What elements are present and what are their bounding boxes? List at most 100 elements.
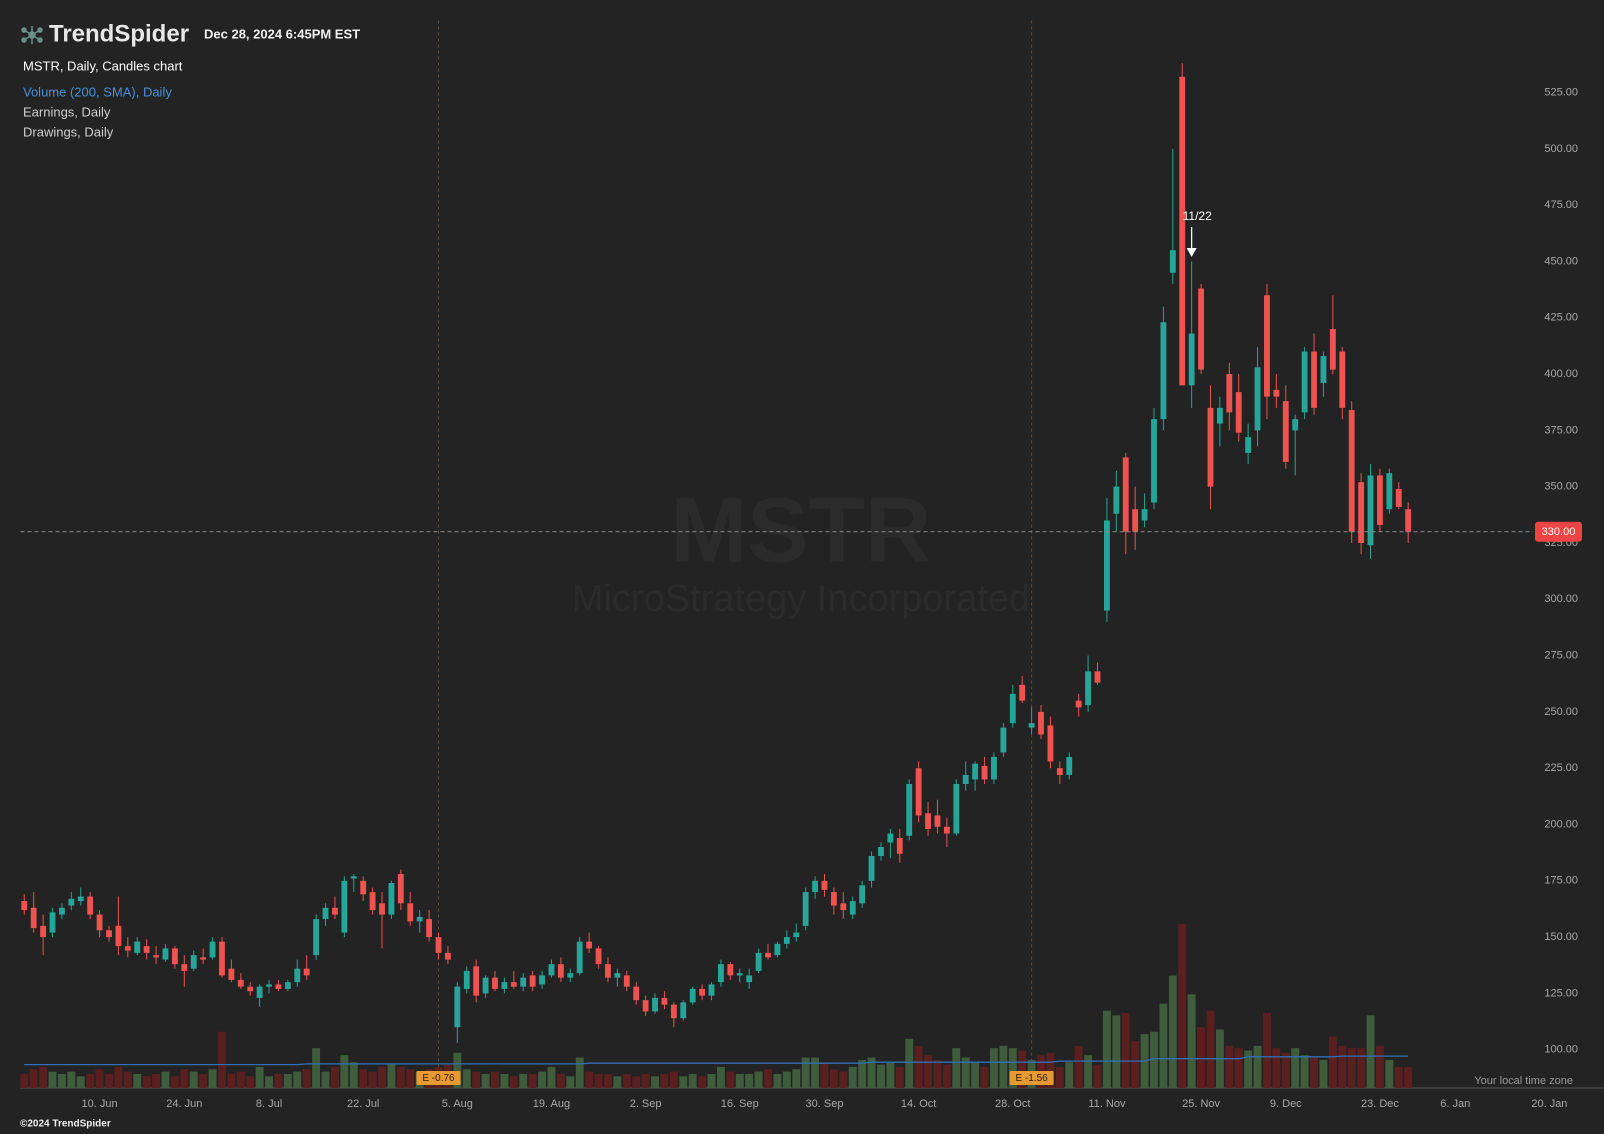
volume-bar bbox=[556, 1073, 565, 1088]
candle-body bbox=[1235, 392, 1242, 433]
volume-bar bbox=[886, 1062, 895, 1088]
candle-body bbox=[1311, 351, 1317, 408]
annotation-label: 11/22 bbox=[1183, 209, 1212, 223]
volume-bar bbox=[764, 1069, 772, 1088]
candle-body bbox=[294, 968, 301, 983]
candle-body bbox=[821, 880, 828, 890]
candle-body bbox=[915, 768, 922, 816]
candle-body bbox=[633, 986, 640, 1001]
y-tick-label: 400.00 bbox=[1544, 368, 1578, 380]
volume-bar bbox=[914, 1045, 923, 1088]
volume-bar bbox=[1291, 1048, 1300, 1088]
volume-bar bbox=[293, 1071, 302, 1088]
candle-body bbox=[793, 932, 800, 938]
candle-body bbox=[397, 874, 404, 904]
copyright: ©2024 TrendSpider bbox=[20, 1119, 111, 1130]
candle-body bbox=[727, 964, 734, 976]
y-tick-label: 175.00 bbox=[1544, 875, 1578, 887]
candle-body bbox=[1038, 711, 1044, 735]
candle-body bbox=[124, 946, 131, 951]
volume-bar bbox=[604, 1073, 612, 1088]
y-tick-label: 425.00 bbox=[1544, 312, 1578, 324]
candle-body bbox=[746, 975, 753, 983]
volume-bar bbox=[349, 1062, 358, 1088]
legend-item[interactable]: Drawings, Daily bbox=[23, 124, 114, 139]
x-tick-label: 24. Jun bbox=[166, 1098, 202, 1110]
candle-body bbox=[1122, 457, 1129, 532]
candle-body bbox=[482, 977, 489, 994]
volume-bar bbox=[1112, 1015, 1121, 1088]
volume-bar bbox=[152, 1073, 161, 1088]
candle-body bbox=[830, 892, 837, 906]
volume-bar bbox=[669, 1071, 678, 1088]
volume-bar bbox=[255, 1066, 264, 1088]
candle-body bbox=[77, 896, 84, 902]
candle-body bbox=[1216, 407, 1223, 424]
volume-bar bbox=[782, 1071, 791, 1088]
candle-body bbox=[407, 903, 414, 922]
volume-bar bbox=[378, 1066, 386, 1088]
x-tick-label: 20. Jan bbox=[1531, 1098, 1567, 1110]
x-tick-label: 14. Oct bbox=[901, 1098, 936, 1110]
candle-body bbox=[1264, 295, 1270, 397]
volume-bar bbox=[1244, 1050, 1253, 1088]
candle-body bbox=[840, 903, 847, 911]
volume-bar bbox=[180, 1069, 189, 1088]
volume-bar bbox=[632, 1076, 641, 1088]
volume-bar bbox=[895, 1066, 904, 1088]
candle-body bbox=[106, 930, 112, 938]
candle-body bbox=[463, 970, 470, 989]
candle-body bbox=[605, 964, 611, 978]
candle-body bbox=[266, 984, 272, 987]
candle-body bbox=[981, 765, 988, 780]
candle-body bbox=[501, 982, 508, 989]
candle-body bbox=[162, 948, 169, 960]
candle-body bbox=[812, 880, 818, 893]
candle-body bbox=[586, 941, 593, 949]
volume-bar bbox=[547, 1066, 556, 1088]
volume-bar bbox=[1300, 1055, 1309, 1088]
candle-body bbox=[1386, 473, 1393, 510]
candle-body bbox=[859, 885, 866, 904]
volume-bar bbox=[1347, 1048, 1356, 1088]
candle-body bbox=[200, 957, 207, 960]
candle-body bbox=[96, 914, 103, 931]
y-tick-label: 250.00 bbox=[1544, 706, 1578, 718]
volume-bar bbox=[1319, 1059, 1328, 1088]
legend-item[interactable]: Earnings, Daily bbox=[23, 104, 111, 119]
legend-item[interactable]: Volume (200, SMA), Daily bbox=[23, 84, 172, 99]
candle-body bbox=[350, 876, 357, 879]
last-price-label: 330.00 bbox=[1542, 526, 1576, 538]
volume-bar bbox=[989, 1048, 998, 1088]
volume-bar bbox=[1385, 1059, 1394, 1088]
candle-body bbox=[510, 982, 517, 987]
volume-bar bbox=[1234, 1048, 1243, 1088]
candle-body bbox=[1141, 509, 1148, 521]
volume-bar bbox=[312, 1048, 321, 1088]
last-price-badge bbox=[1535, 521, 1582, 542]
volume-bar bbox=[48, 1071, 57, 1088]
annotation-arrow-head bbox=[1186, 247, 1197, 257]
volume-bar bbox=[1093, 1064, 1102, 1088]
volume-bar bbox=[1046, 1052, 1055, 1088]
volume-bar bbox=[952, 1048, 961, 1088]
candle-body bbox=[115, 925, 122, 947]
candles bbox=[21, 63, 1412, 1043]
y-tick-label: 225.00 bbox=[1544, 762, 1578, 774]
y-tick-label: 275.00 bbox=[1544, 650, 1578, 662]
volume-bar bbox=[848, 1066, 857, 1088]
volume-bar bbox=[1357, 1048, 1366, 1088]
x-tick-label: 25. Nov bbox=[1182, 1098, 1220, 1110]
volume-bar bbox=[114, 1066, 123, 1088]
volume-bar bbox=[820, 1062, 829, 1088]
candle-body bbox=[868, 856, 875, 881]
x-tick-label: 8. Jul bbox=[256, 1098, 282, 1110]
candle-body bbox=[1348, 410, 1355, 532]
volume-bar bbox=[189, 1071, 198, 1088]
volume-bar bbox=[811, 1057, 820, 1088]
volume-bar bbox=[321, 1071, 330, 1088]
candle-body bbox=[1282, 401, 1289, 462]
volume-bar bbox=[1263, 1013, 1271, 1088]
